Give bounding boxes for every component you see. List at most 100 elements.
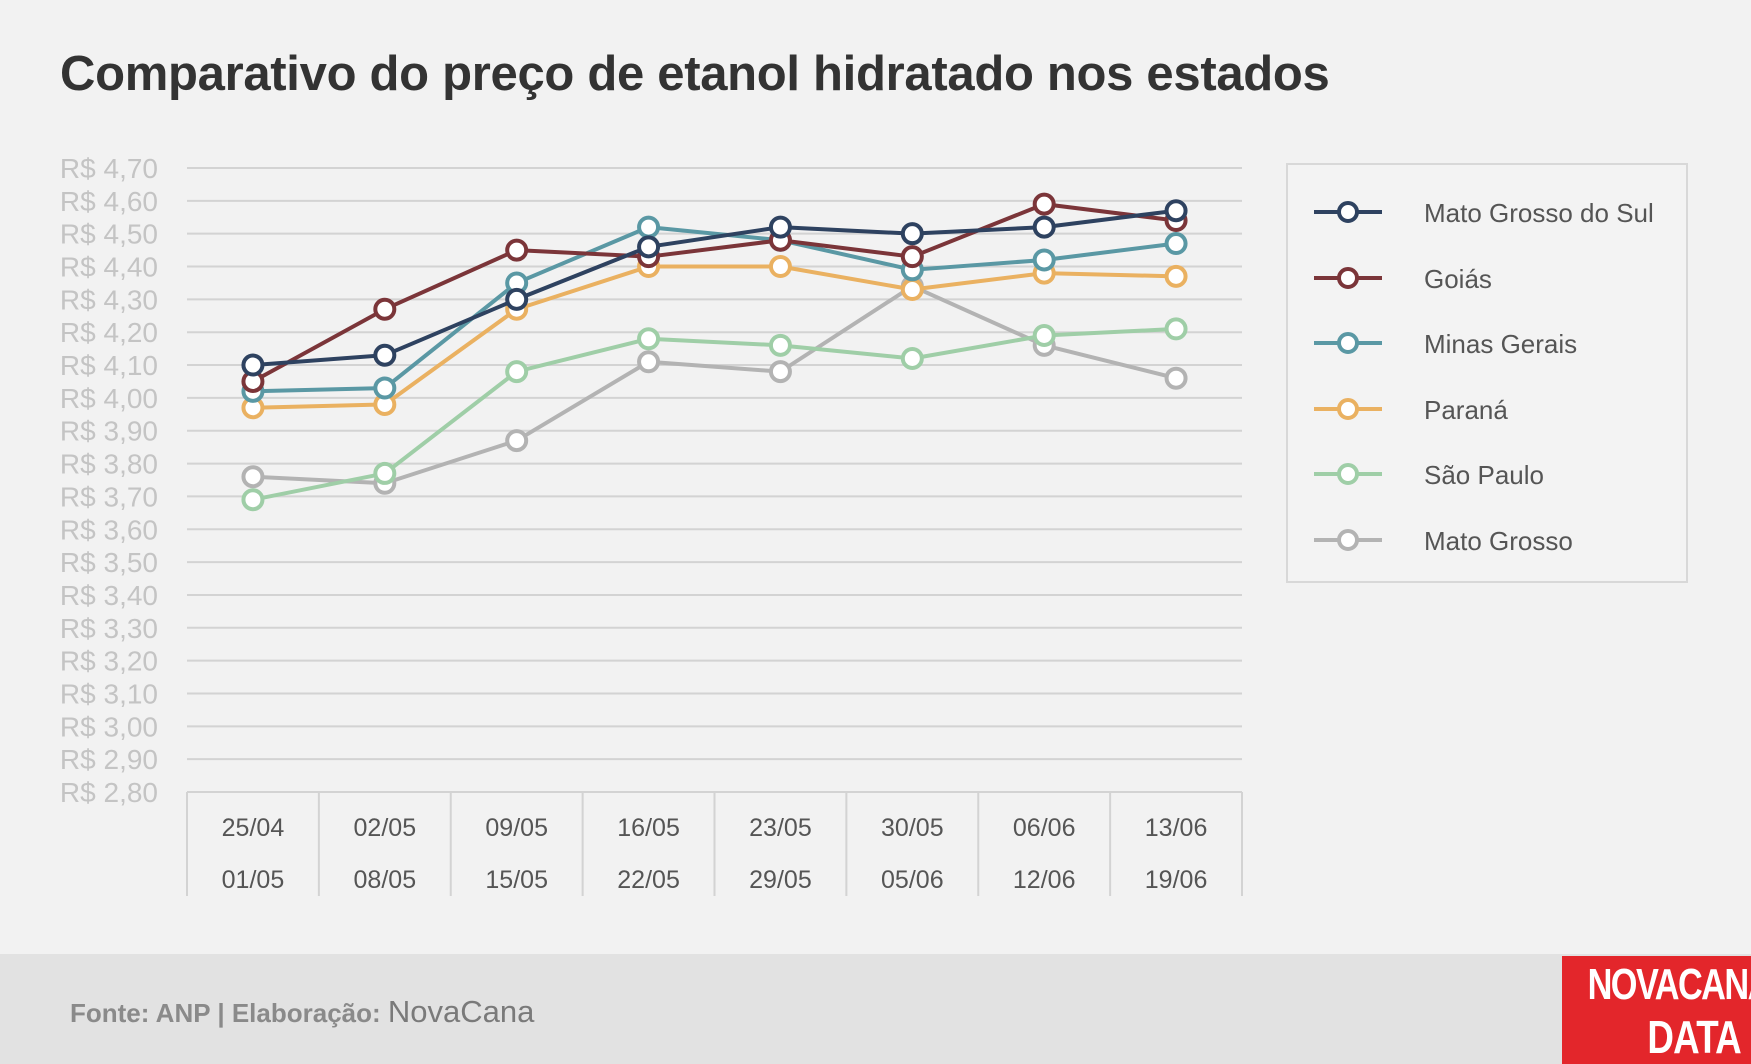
data-point [768, 360, 792, 384]
y-tick-label: R$ 3,60 [60, 514, 158, 545]
y-tick-label: R$ 3,10 [60, 678, 158, 709]
legend-item: Goiás [1312, 258, 1672, 298]
x-tick-label-end: 29/05 [749, 866, 812, 894]
x-tick-label-start: 09/05 [485, 814, 548, 842]
logo-line2: DATA [1647, 1011, 1741, 1063]
y-tick-label: R$ 4,30 [60, 284, 158, 315]
legend-swatch [1314, 397, 1382, 420]
data-point [1164, 317, 1188, 341]
y-tick-label: R$ 4,60 [60, 186, 158, 217]
data-point [241, 353, 265, 377]
data-point [505, 429, 529, 453]
legend-swatch [1314, 463, 1382, 485]
series-line [252, 264, 1177, 410]
legend-swatch-marker [1337, 332, 1359, 354]
x-tick-label-end: 12/06 [1013, 866, 1076, 894]
data-point [768, 215, 792, 239]
data-point [1032, 192, 1056, 216]
series-lines [241, 192, 1188, 512]
data-point [1032, 215, 1056, 239]
y-tick-label: R$ 2,80 [60, 777, 158, 808]
legend-label: Paraná [1424, 394, 1508, 425]
data-point [768, 255, 792, 279]
y-axis-ticks: R$ 4,70R$ 4,60R$ 4,50R$ 4,40R$ 4,30R$ 4,… [60, 153, 158, 808]
y-tick-label: R$ 4,10 [60, 350, 158, 381]
y-tick-label: R$ 4,20 [60, 317, 158, 348]
data-point [373, 461, 397, 485]
x-tick-label-start: 16/05 [617, 814, 680, 842]
data-point [900, 222, 924, 246]
legend-swatch [1314, 332, 1382, 354]
source-label: Fonte: ANP | Elaboração: [70, 998, 381, 1028]
legend-swatch-marker [1337, 463, 1359, 485]
series-line [252, 225, 1177, 394]
data-point [505, 360, 529, 384]
legend-item: Mato Grosso [1312, 520, 1672, 560]
x-tick-label-start: 30/05 [881, 814, 944, 842]
data-point [768, 333, 792, 357]
series-line [252, 284, 1177, 486]
novacana-data-logo: NOVACANA DATA [1562, 956, 1751, 1064]
x-tick-label-start: 23/05 [749, 814, 812, 842]
line-chart: R$ 4,70R$ 4,60R$ 4,50R$ 4,40R$ 4,30R$ 4,… [60, 153, 1243, 896]
legend-label: Mato Grosso do Sul [1424, 198, 1654, 228]
x-tick-label-end: 08/05 [354, 866, 417, 894]
logo-line1: NOVACANA [1587, 960, 1751, 1009]
legend-swatch-marker [1337, 266, 1359, 289]
data-point [505, 238, 529, 262]
data-point [1032, 248, 1056, 272]
legend-swatch-marker [1337, 528, 1359, 551]
chart-title: Comparativo do preço de etanol hidratado… [60, 47, 1330, 101]
legend-label: Mato Grosso [1424, 525, 1573, 556]
source-note: Fonte: ANP | Elaboração: NovaCana [70, 994, 534, 1030]
y-tick-label: R$ 4,00 [60, 383, 158, 414]
series-line [252, 208, 1177, 368]
legend-swatch [1314, 266, 1382, 289]
series-5 [241, 274, 1188, 495]
y-tick-label: R$ 3,40 [60, 580, 158, 611]
legend-swatch [1314, 528, 1382, 551]
data-point [637, 327, 661, 351]
series-line [252, 326, 1177, 502]
x-tick-label-start: 06/06 [1013, 814, 1076, 842]
y-tick-label: R$ 3,50 [60, 547, 158, 578]
data-point [637, 350, 661, 374]
y-tick-label: R$ 3,30 [60, 613, 158, 644]
y-tick-label: R$ 4,70 [60, 153, 158, 184]
x-tick-label-end: 22/05 [617, 866, 680, 894]
data-point [1032, 323, 1056, 347]
data-point [1164, 366, 1188, 390]
series-0 [241, 199, 1188, 377]
footer: Fonte: ANP | Elaboração: NovaCana [0, 954, 1751, 1064]
x-tick-label-end: 05/06 [881, 866, 944, 894]
legend-item: São Paulo [1312, 454, 1672, 494]
y-tick-label: R$ 4,40 [60, 252, 158, 283]
data-point [900, 245, 924, 269]
data-point [637, 215, 661, 239]
data-point [1164, 264, 1188, 288]
legend-item: Minas Gerais [1312, 323, 1672, 363]
data-point [505, 287, 529, 311]
legend-swatch [1314, 201, 1382, 223]
x-tick-label-end: 15/05 [485, 866, 548, 894]
data-point [900, 346, 924, 370]
legend-swatch-marker [1337, 397, 1359, 420]
legend-label: São Paulo [1424, 460, 1544, 490]
x-tick-label-end: 01/05 [222, 866, 285, 894]
data-point [373, 297, 397, 321]
data-point [241, 488, 265, 512]
y-tick-label: R$ 3,80 [60, 449, 158, 480]
legend-label: Minas Gerais [1424, 329, 1578, 359]
y-tick-label: R$ 3,20 [60, 646, 158, 677]
x-tick-label-start: 25/04 [222, 814, 285, 842]
data-point [1164, 199, 1188, 223]
source-brand: NovaCana [387, 994, 535, 1029]
y-tick-label: R$ 2,90 [60, 744, 158, 775]
series-line [251, 202, 1177, 384]
data-point [241, 465, 265, 489]
y-tick-label: R$ 3,00 [60, 711, 158, 742]
data-point [373, 376, 397, 400]
data-point [900, 278, 924, 302]
x-tick-label-start: 13/06 [1145, 814, 1208, 842]
legend: Mato Grosso do Sul Goiás Minas Gerais Paran… [1286, 163, 1688, 583]
